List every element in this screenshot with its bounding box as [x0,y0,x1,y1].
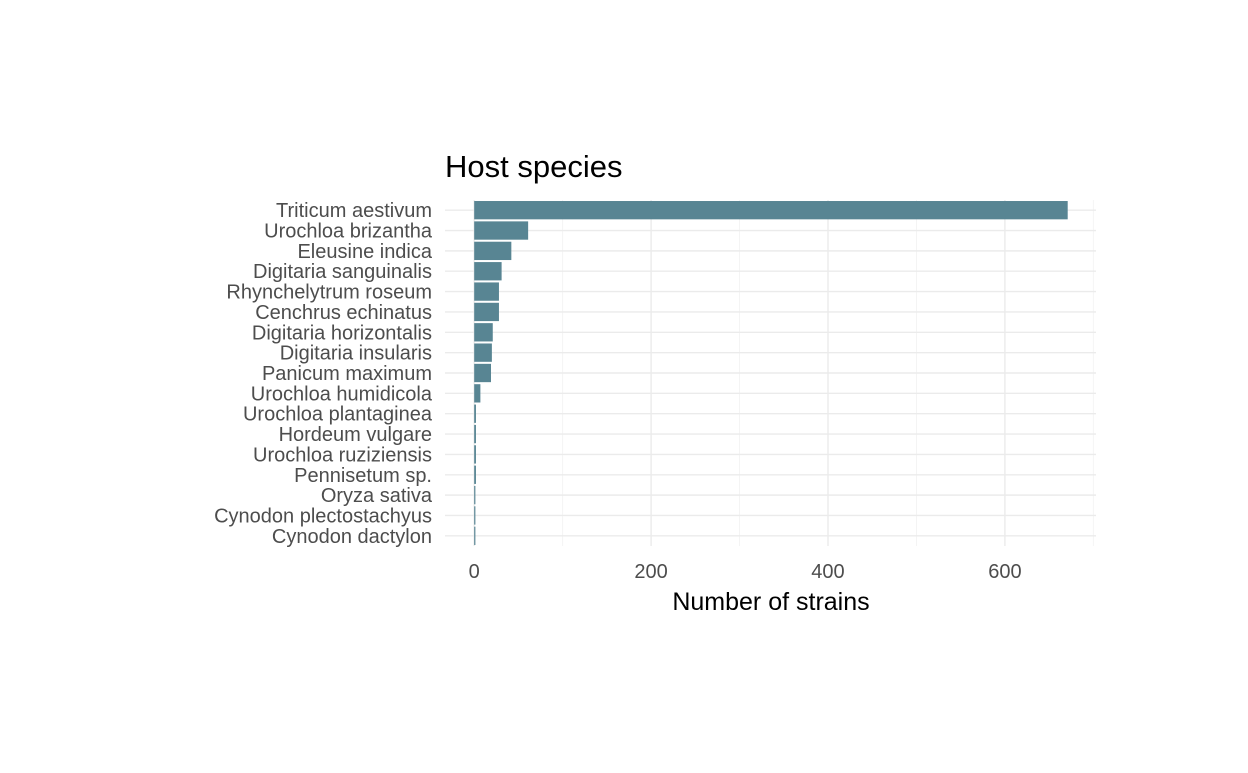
y-tick-label: Cynodon plectostachyus [214,505,432,527]
bar [474,424,476,444]
bar [474,485,476,505]
y-tick-label: Cenchrus echinatus [255,302,432,324]
y-tick-label: Oryza sativa [321,485,433,507]
bar [474,363,491,383]
x-tick-label: 0 [469,561,480,583]
bar [474,221,529,240]
y-tick-label: Urochloa brizantha [264,221,433,243]
y-tick-label: Triticum aestivum [276,200,432,222]
x-tick-label: 400 [811,561,844,583]
bar [474,201,1068,220]
y-tick-label: Rhynchelytrum roseum [226,282,432,304]
bar [474,465,476,484]
y-tick-label: Hordeum vulgare [279,424,432,446]
bar [474,241,512,261]
y-tick-label: Cynodon dactylon [272,526,432,548]
chart-title: Host species [445,149,622,184]
y-tick-label: Urochloa ruziziensis [253,444,432,466]
grid-lines [445,200,1096,546]
bar [474,526,476,545]
y-tick-label: Pennisetum sp. [294,465,432,487]
x-tick-label: 200 [634,561,667,583]
bar [474,343,492,362]
x-tick-labels: 0 200 400 600 [469,561,1022,583]
bars [474,201,1068,545]
x-axis-title: Number of strains [672,588,869,616]
y-tick-label: Urochloa plantaginea [243,404,433,426]
bar [474,445,476,464]
y-tick-label: Panicum maximum [262,363,432,385]
y-tick-label: Digitaria horizontalis [252,322,432,344]
y-tick-label: Digitaria sanguinalis [253,261,432,283]
bar [474,262,502,281]
bar [474,506,476,525]
bar [474,384,481,403]
bar [474,404,476,423]
bar [474,323,493,342]
y-tick-label: Digitaria insularis [280,343,432,365]
y-tick-label: Eleusine indica [297,241,432,263]
bar [474,302,499,322]
y-tick-label: Urochloa humidicola [251,383,433,405]
bar [474,282,499,301]
x-tick-label: 600 [988,561,1021,583]
